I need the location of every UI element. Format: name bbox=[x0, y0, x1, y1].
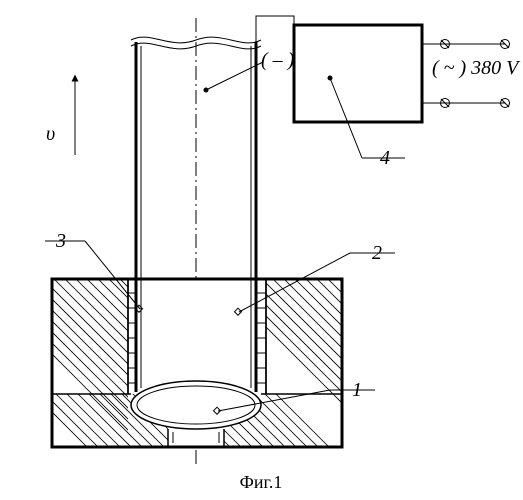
polarity-label: ( – ) bbox=[261, 49, 295, 71]
bore-mask bbox=[136, 279, 256, 394]
callout-1: 1 bbox=[352, 379, 362, 401]
neg-lead-wire bbox=[256, 16, 294, 42]
callout-2: 2 bbox=[372, 242, 382, 264]
foot-mask bbox=[168, 418, 224, 447]
power-supply-box bbox=[294, 25, 422, 122]
figure-caption: Фиг.1 bbox=[240, 472, 283, 492]
callout-3: 3 bbox=[55, 230, 66, 252]
velocity-symbol: υ bbox=[46, 123, 55, 145]
callout-4: 4 bbox=[380, 147, 390, 169]
supply-label: ( ~ ) 380 V bbox=[432, 57, 521, 79]
